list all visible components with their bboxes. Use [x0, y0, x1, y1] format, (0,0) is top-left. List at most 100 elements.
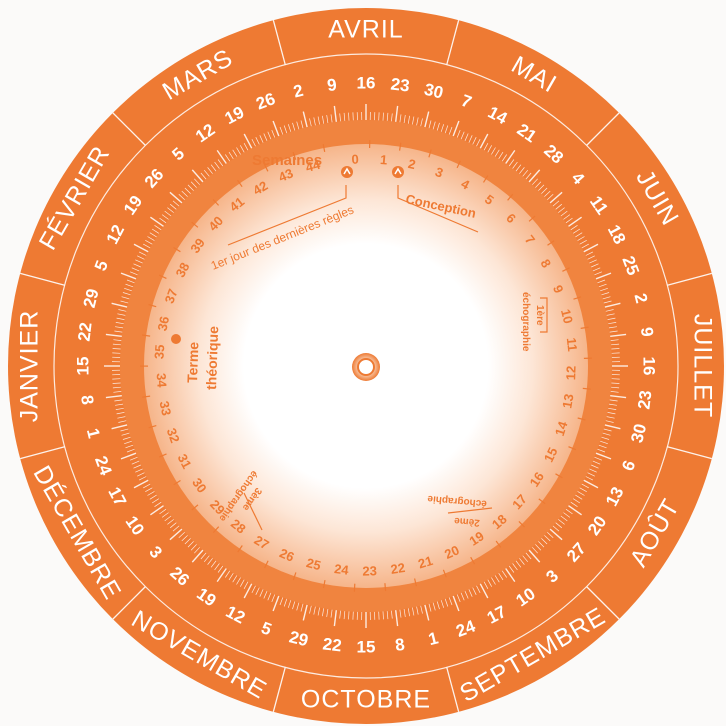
tick-mark — [322, 115, 325, 124]
tick-mark — [263, 591, 268, 599]
tick-mark — [608, 322, 617, 325]
tick-mark — [512, 161, 518, 169]
week-tick — [456, 160, 461, 169]
week-tick — [292, 572, 297, 581]
tick-mark — [432, 121, 436, 130]
tick-mark — [583, 243, 599, 253]
week-tick — [142, 395, 151, 398]
tick-mark — [416, 606, 419, 615]
tick-mark — [113, 339, 122, 341]
tick-mark — [563, 512, 571, 518]
tick-mark — [444, 125, 449, 134]
tick-mark — [606, 416, 615, 419]
tick-mark — [597, 279, 606, 284]
week-label-16: 16 — [526, 469, 547, 489]
tick-mark — [122, 436, 131, 440]
tick-mark — [251, 585, 256, 594]
tick-mark — [133, 263, 141, 268]
tick-mark — [535, 544, 542, 551]
tick-mark — [468, 589, 473, 597]
tick-mark — [151, 498, 159, 504]
week-tick — [580, 326, 589, 329]
tick-mark — [143, 483, 151, 489]
tick-mark — [203, 555, 210, 563]
tick-mark — [464, 133, 469, 141]
week-label-0: 0 — [351, 152, 359, 167]
tick-mark — [105, 333, 122, 337]
week-tick — [158, 453, 167, 458]
tick-mark — [386, 112, 389, 121]
tick-mark — [602, 296, 611, 300]
day-label-14: 9 — [637, 326, 657, 338]
tick-mark — [169, 203, 177, 210]
week-tick — [148, 303, 157, 308]
week-tick — [237, 179, 243, 188]
tick-mark — [326, 115, 329, 124]
tick-mark — [216, 150, 227, 164]
week0-arrow-icon — [341, 166, 353, 178]
tick-mark — [597, 448, 606, 453]
tick-mark — [112, 343, 121, 346]
tick-mark — [138, 251, 147, 256]
tick-mark — [131, 460, 140, 465]
tick-mark — [112, 382, 121, 384]
tick-mark — [601, 436, 610, 440]
tick-mark — [579, 487, 587, 493]
month-label-9: JANVIER — [16, 310, 44, 423]
tick-mark — [476, 138, 481, 147]
tick-mark — [519, 558, 525, 565]
tick-mark — [538, 184, 545, 191]
week-tick — [212, 526, 220, 534]
tick-mark — [343, 112, 346, 121]
tick-mark — [133, 479, 149, 489]
week-label-43: 43 — [276, 165, 295, 184]
tick-mark — [611, 382, 620, 384]
tick-mark — [589, 468, 597, 473]
conception-bracket — [397, 185, 479, 233]
week-tick — [507, 193, 514, 201]
theorique-label: théorique — [203, 326, 221, 391]
tick-mark — [591, 464, 599, 469]
week-label-13: 13 — [559, 393, 576, 410]
tick-mark — [428, 120, 432, 129]
month-divider-5 — [586, 586, 620, 620]
week-tick — [191, 504, 199, 511]
tick-mark — [279, 597, 284, 606]
tick-mark — [607, 412, 616, 415]
tick-mark — [296, 121, 300, 130]
tick-mark — [452, 120, 460, 137]
week-label-38: 38 — [173, 260, 193, 280]
tick-mark — [129, 456, 138, 461]
tick-mark — [243, 581, 249, 589]
tick-mark — [610, 391, 619, 393]
tick-mark — [568, 505, 582, 516]
week-label-30: 30 — [189, 475, 210, 495]
month-divider-8 — [112, 586, 146, 620]
tick-mark — [598, 444, 607, 449]
tick-mark — [150, 216, 164, 227]
tick-mark — [114, 399, 123, 402]
tick-mark — [302, 111, 308, 128]
tick-mark — [164, 515, 172, 522]
tick-mark — [191, 169, 204, 183]
tick-mark — [472, 587, 477, 595]
tick-mark — [436, 122, 440, 131]
week-tick — [322, 143, 326, 153]
tick-mark — [154, 501, 162, 507]
tick-mark — [483, 581, 489, 589]
tick-mark — [587, 255, 595, 260]
week-tick — [191, 221, 199, 228]
tick-mark — [483, 143, 489, 151]
up-arrow-icon — [343, 167, 351, 175]
week-tick — [555, 473, 563, 479]
tick-mark — [501, 570, 507, 578]
week-label-36: 36 — [155, 315, 173, 332]
tick-mark — [610, 333, 627, 337]
tick-mark — [267, 592, 272, 601]
day-label-28: 15 — [357, 637, 376, 656]
echo1-ordinal: 1ère — [534, 305, 545, 326]
week-tick — [470, 556, 476, 565]
tick-mark — [479, 133, 489, 149]
tick-mark — [228, 573, 234, 581]
